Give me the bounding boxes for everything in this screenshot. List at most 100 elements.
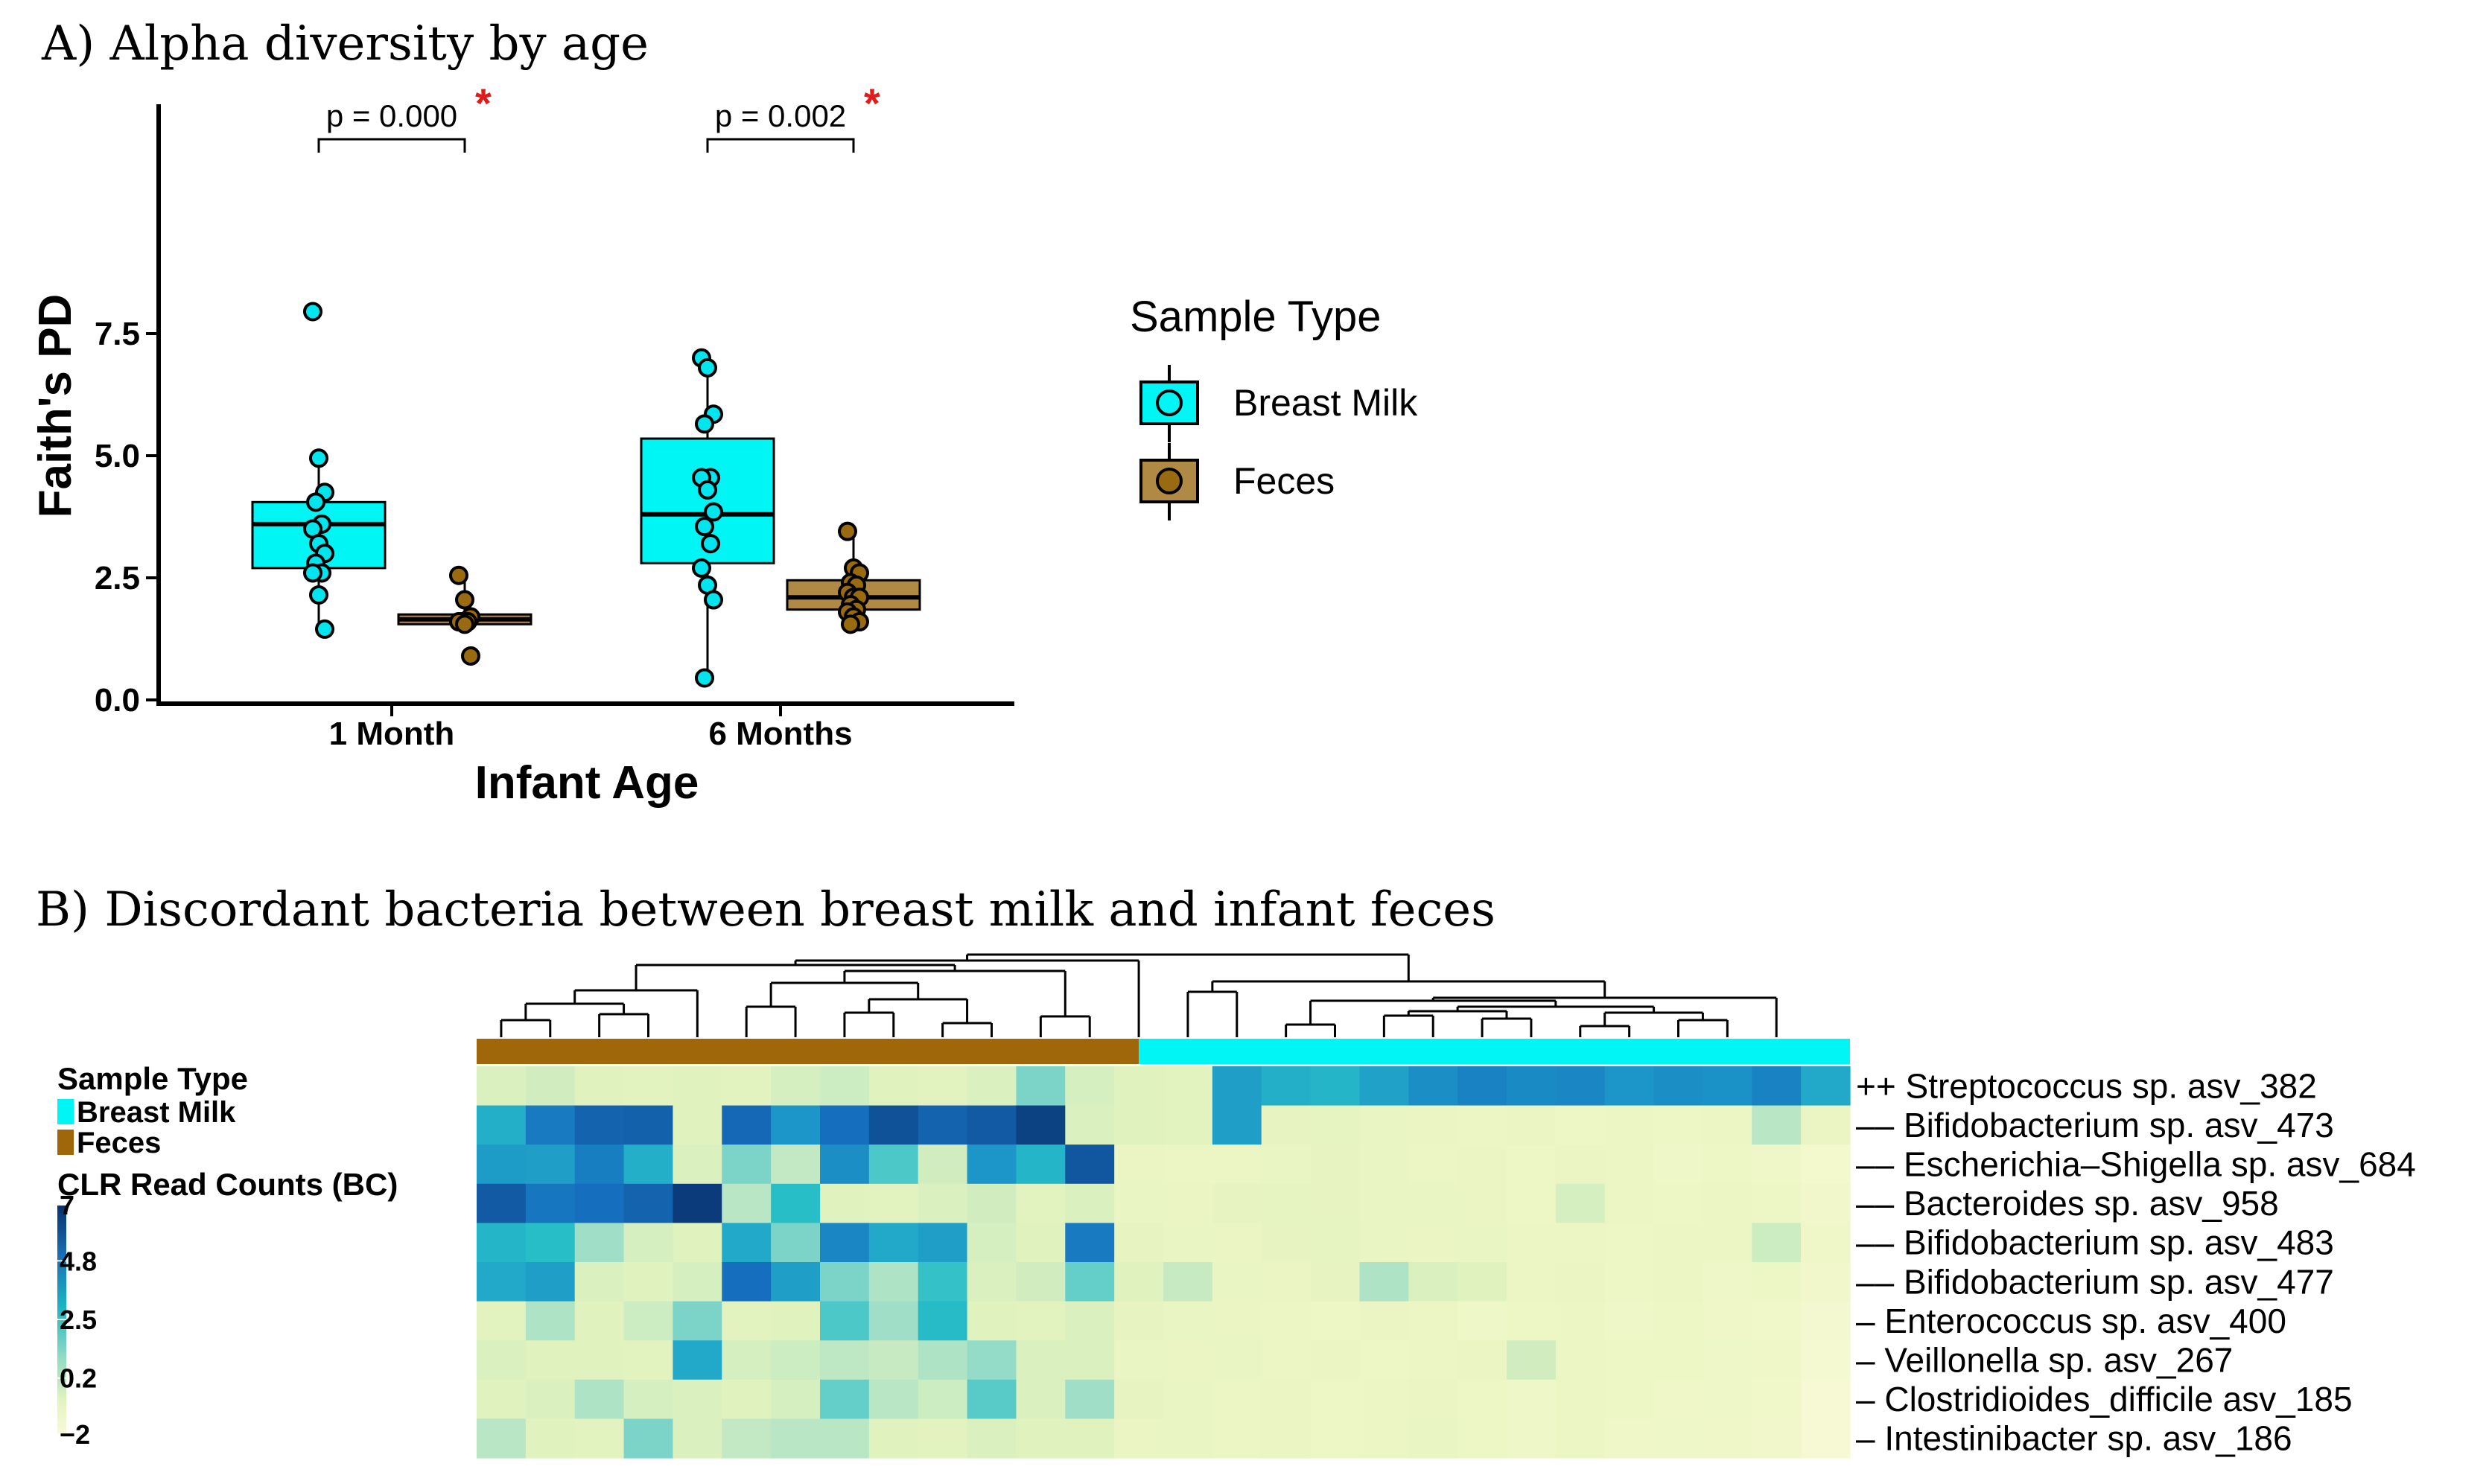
heatmap-cell — [1457, 1301, 1507, 1341]
heatmap-cell — [574, 1301, 625, 1341]
box-breast-milk-1 — [640, 348, 775, 688]
heatmap-cell — [1359, 1262, 1409, 1302]
heatmap-cell — [673, 1144, 722, 1185]
heatmap-cell — [918, 1105, 968, 1145]
heatmap-cell — [1408, 1183, 1458, 1223]
heatmap-cell — [1016, 1183, 1066, 1223]
heatmap-cell — [1703, 1066, 1752, 1106]
heatmap-cell — [1359, 1183, 1409, 1223]
heatmap-cell — [868, 1262, 919, 1302]
annotation-bar-feces — [477, 1039, 1139, 1064]
heatmap-cell — [574, 1379, 625, 1419]
legend-title: Sample Type — [1130, 293, 1381, 341]
heatmap-cell — [1801, 1105, 1851, 1145]
heatmap-cell — [1163, 1105, 1213, 1145]
heatmap-cell — [1016, 1066, 1066, 1106]
heatmap-cell — [771, 1144, 821, 1185]
heatmap-cell — [673, 1301, 722, 1341]
heatmap-cell — [1310, 1418, 1361, 1459]
legend-label-breast-milk: Breast Milk — [1233, 382, 1418, 424]
heatmap-cell — [1016, 1379, 1066, 1419]
heatmap-cell — [1555, 1105, 1606, 1145]
heatmap-cell — [1653, 1066, 1704, 1106]
heatmap-cell — [1065, 1144, 1115, 1185]
heatmap-cell — [1653, 1418, 1704, 1459]
heatmap-cell — [1604, 1262, 1655, 1302]
heatmap-cell — [820, 1379, 870, 1419]
heatmap-cell — [1507, 1262, 1557, 1302]
heatmap-cell — [1065, 1301, 1115, 1341]
heatmap-cell — [1555, 1223, 1606, 1263]
heatmap-cell — [1703, 1144, 1752, 1185]
heatmap-cell — [673, 1262, 722, 1302]
heatmap-cell — [1457, 1262, 1507, 1302]
heatmap-cell — [1408, 1379, 1458, 1419]
heatmap-cell — [1604, 1418, 1655, 1459]
heatmap-cell — [918, 1301, 968, 1341]
heatmap-cell — [623, 1066, 674, 1106]
heatmap-cell — [574, 1418, 625, 1459]
heatmap-cell — [1261, 1262, 1312, 1302]
heatmap-cell — [1703, 1418, 1752, 1459]
heatmap-cell — [1457, 1105, 1507, 1145]
heatmap-cell — [868, 1066, 919, 1106]
heatmap-cell — [1408, 1144, 1458, 1185]
heatmap-cell — [868, 1183, 919, 1223]
heatmap-cell — [1310, 1301, 1361, 1341]
x-tick-label: 1 Month — [329, 716, 455, 752]
heatmap-cell — [1555, 1340, 1606, 1380]
heatmap-cell — [1163, 1066, 1213, 1106]
heatmap-cell — [1801, 1301, 1851, 1341]
data-point — [698, 480, 717, 500]
row-label: –– Bifidobacterium sp. asv_477 — [1856, 1262, 2334, 1301]
row-label: ++ Streptococcus sp. asv_382 — [1856, 1066, 2317, 1105]
heatmap-cell — [1457, 1223, 1507, 1263]
heatmap-cell — [967, 1262, 1017, 1302]
heatmap-cell — [1752, 1105, 1802, 1145]
heatmap-cell — [967, 1183, 1017, 1223]
heatmap-cell — [525, 1340, 576, 1380]
heatmap-cell — [1457, 1418, 1507, 1459]
heatmap-cell — [477, 1379, 527, 1419]
data-point — [698, 357, 717, 378]
heatmap-cell — [1555, 1262, 1606, 1302]
y-tick-label: 7.5 — [95, 316, 140, 352]
heatmap-cell — [1653, 1340, 1704, 1380]
heatmap-cell — [1653, 1183, 1704, 1223]
heatmap-cell — [1163, 1418, 1213, 1459]
heatmap-cell — [1310, 1183, 1361, 1223]
heatmap-cell — [1065, 1223, 1115, 1263]
heatmap-cell — [1752, 1418, 1802, 1459]
heatmap-cell — [1114, 1066, 1164, 1106]
heatmap-cell — [1212, 1223, 1262, 1263]
heatmap-cell — [623, 1223, 674, 1263]
heatmap-cell — [525, 1144, 576, 1185]
heatmap-cell — [1261, 1340, 1312, 1380]
data-point — [701, 534, 720, 554]
heatmap-cell — [1408, 1301, 1458, 1341]
heatmap-cell — [477, 1183, 527, 1223]
heatmap-cell — [967, 1066, 1017, 1106]
heatmap-cell — [1555, 1301, 1606, 1341]
heatmap-cell — [1310, 1105, 1361, 1145]
heatmap-cell — [1555, 1379, 1606, 1419]
x-tick-label: 6 Months — [708, 716, 852, 752]
heatmap-cell — [673, 1105, 722, 1145]
heatmap-cell — [722, 1144, 772, 1185]
heatmap-cell — [1507, 1183, 1557, 1223]
row-label: – Enterococcus sp. asv_400 — [1856, 1302, 2286, 1340]
color-scale-title: CLR Read Counts (BC) — [57, 1167, 398, 1202]
heatmap-cell — [1212, 1418, 1262, 1459]
heatmap-cell — [623, 1418, 674, 1459]
heatmap-cell — [1457, 1183, 1507, 1223]
heatmap-cell — [1114, 1223, 1164, 1263]
heatmap-cell — [1114, 1301, 1164, 1341]
heatmap-cell — [868, 1144, 919, 1185]
heatmap-cell — [1801, 1262, 1851, 1302]
panel-a-title: A) Alpha diversity by age — [42, 16, 649, 71]
heatmap-cell — [623, 1379, 674, 1419]
column-dendrogram — [500, 953, 1778, 1037]
heatmap-cell — [1261, 1301, 1312, 1341]
heatmap-cell — [1408, 1223, 1458, 1263]
heatmap-cell — [1801, 1418, 1851, 1459]
